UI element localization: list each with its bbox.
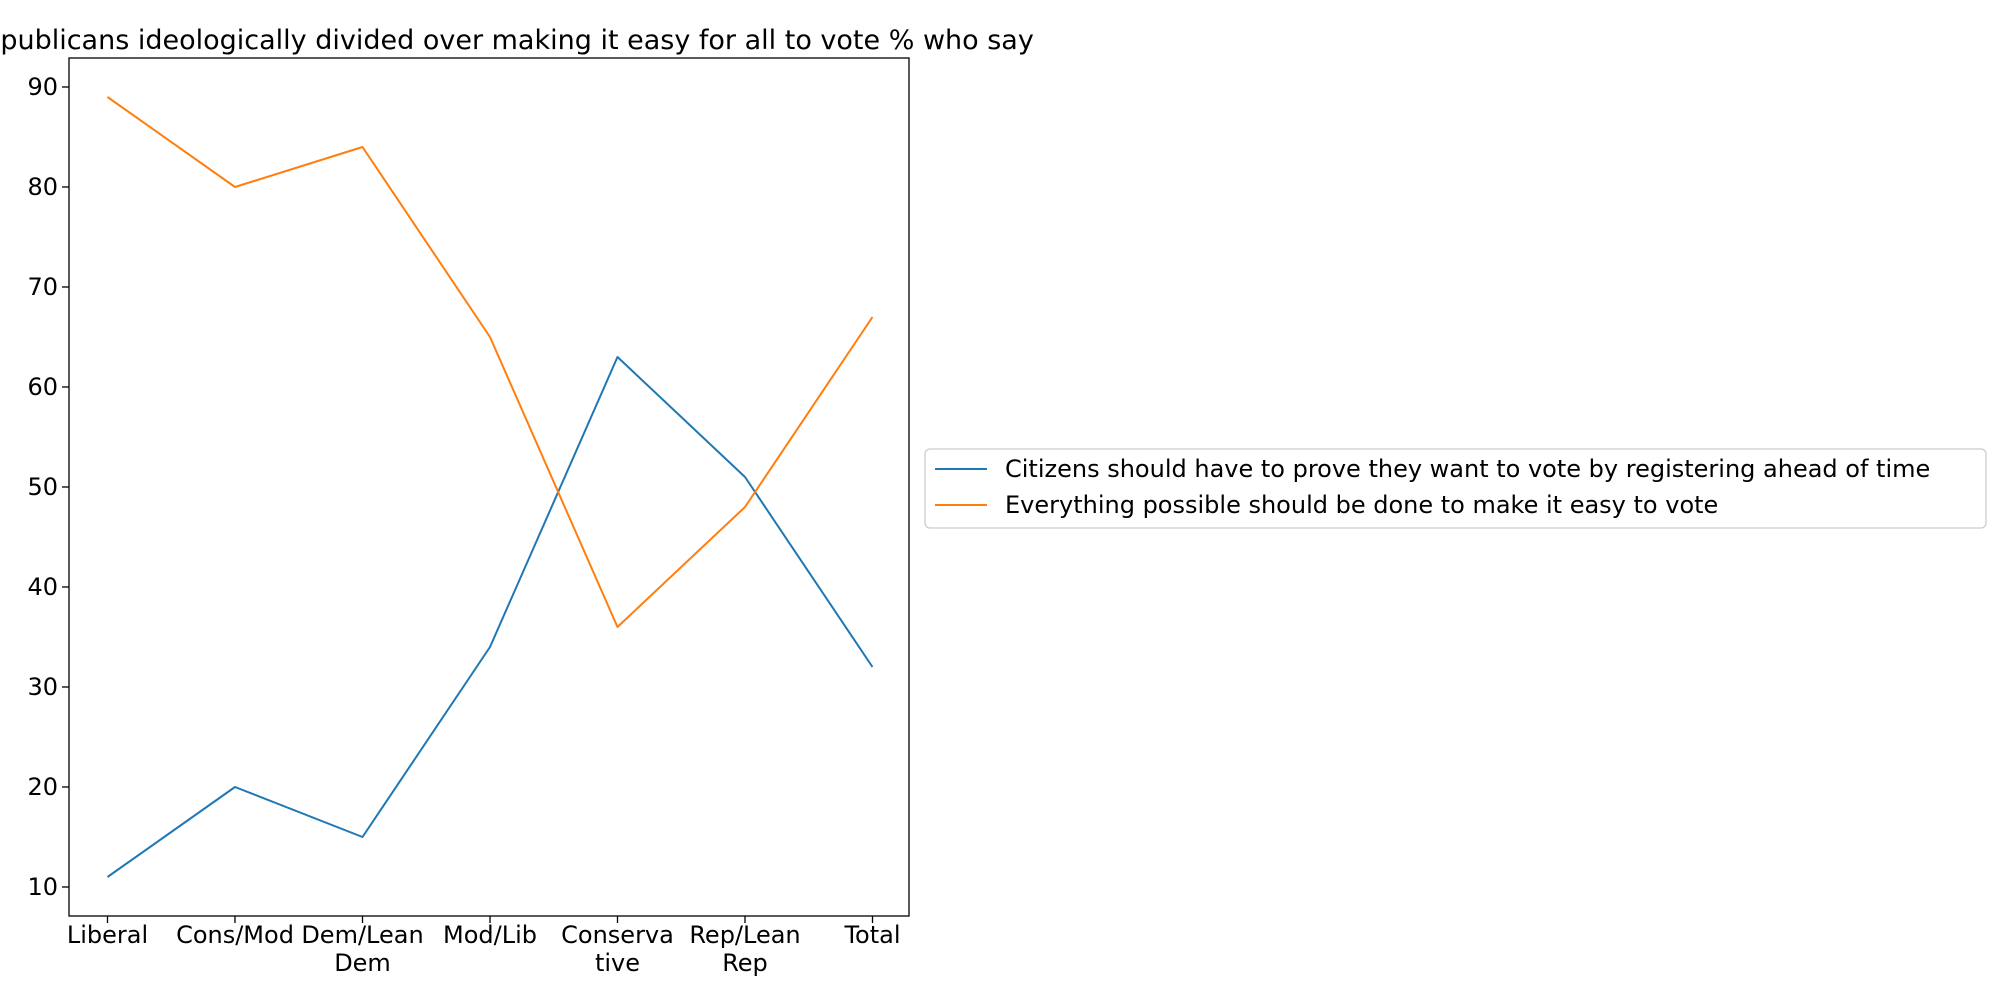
plot-area — [68, 57, 910, 917]
legend-label: Citizens should have to prove they want … — [1005, 455, 1930, 483]
y-tick-label: 30 — [27, 673, 58, 701]
legend-label: Everything possible should be done to ma… — [1005, 491, 1718, 519]
chart-title: Republicans ideologically divided over m… — [0, 25, 1034, 56]
x-tick-label: Mod/Lib — [443, 921, 537, 949]
x-tick-label: Conserva tive — [561, 921, 674, 977]
x-axis: Liberal Cons/Mod Dem/Lean Dem Mod/Lib Conserv… — [67, 916, 901, 977]
y-tick-label: 90 — [27, 73, 58, 101]
legend: Citizens should have to prove they want … — [924, 448, 1987, 529]
y-axis: 10 20 30 40 50 60 70 80 90 — [27, 73, 69, 901]
y-tick-label: 60 — [27, 373, 58, 401]
x-tick-label: Dem/Lean Dem — [301, 921, 423, 977]
y-tick-label: 40 — [27, 573, 58, 601]
legend-box — [924, 448, 1987, 529]
series-line-2 — [106, 96, 874, 628]
y-tick-label: 80 — [27, 173, 58, 201]
x-tick-label: Liberal — [67, 921, 148, 949]
y-tick-label: 20 — [27, 773, 58, 801]
series-line-1 — [106, 356, 874, 878]
x-tick-label: Cons/Mod — [176, 921, 294, 949]
y-tick-label: 50 — [27, 473, 58, 501]
x-tick-label: Total — [843, 921, 900, 949]
y-tick-label: 70 — [27, 273, 58, 301]
y-tick-label: 10 — [27, 873, 58, 901]
x-tick-label: Rep/Lean Rep — [689, 921, 800, 977]
series-layer — [106, 96, 874, 878]
